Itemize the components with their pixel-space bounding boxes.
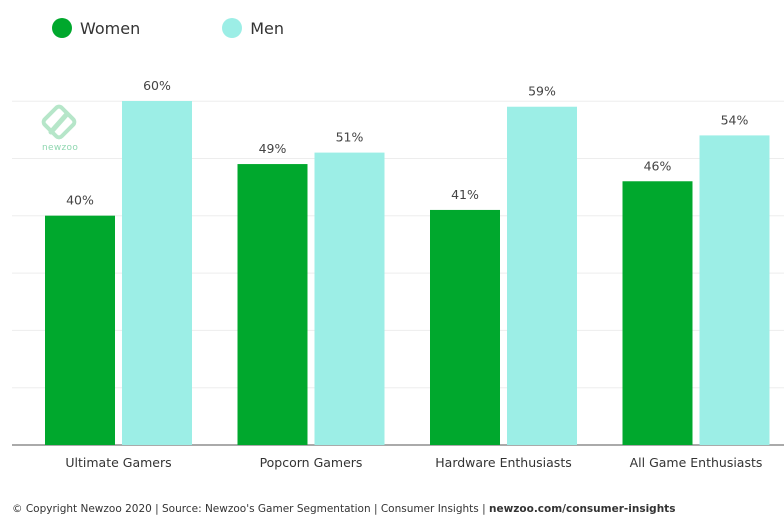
bar-chart: 40% 60% Ultimate Gamers 49% 51% Popcorn Gamer… <box>12 78 784 470</box>
x-tick-label: Ultimate Gamers <box>65 455 171 470</box>
newzoo-logo-text: newzoo <box>42 143 79 153</box>
footer-link[interactable]: newzoo.com/consumer-insights <box>488 503 676 515</box>
data-label: 41% <box>451 187 479 202</box>
bar-men-0 <box>122 101 192 445</box>
newzoo-logo-icon <box>41 104 77 140</box>
bar-women-1 <box>237 164 308 446</box>
footer-copyright: © Copyright Newzoo 2020 | Source: Newzoo… <box>12 503 675 515</box>
legend-label-men: Men <box>250 18 285 38</box>
x-tick-label: All Game Enthusiasts <box>630 455 763 470</box>
data-label: 40% <box>66 193 94 208</box>
bar-men-1 <box>314 152 385 445</box>
footer-text: © Copyright Newzoo 2020 | Source: Newzoo… <box>12 503 489 515</box>
data-label: 59% <box>528 84 556 99</box>
x-tick-label: Hardware Enthusiasts <box>435 455 571 470</box>
data-label: 51% <box>336 130 364 145</box>
data-label: 60% <box>143 78 171 93</box>
bar-women-3 <box>622 181 693 445</box>
data-label: 49% <box>259 141 287 156</box>
bar-women-0 <box>45 215 115 445</box>
legend-swatch-men <box>222 18 243 38</box>
legend-item-men: Men <box>222 18 284 38</box>
data-label: 46% <box>644 158 672 173</box>
legend-swatch-women <box>52 18 72 38</box>
legend-label-women: Women <box>80 18 141 38</box>
data-label: 54% <box>721 112 749 127</box>
legend-item-women: Women <box>52 18 140 38</box>
bar-women-2 <box>430 209 500 445</box>
bar-men-3 <box>699 135 770 445</box>
x-tick-label: Popcorn Gamers <box>260 455 363 470</box>
legend: Women Men <box>52 18 366 38</box>
bar-men-2 <box>507 106 577 445</box>
